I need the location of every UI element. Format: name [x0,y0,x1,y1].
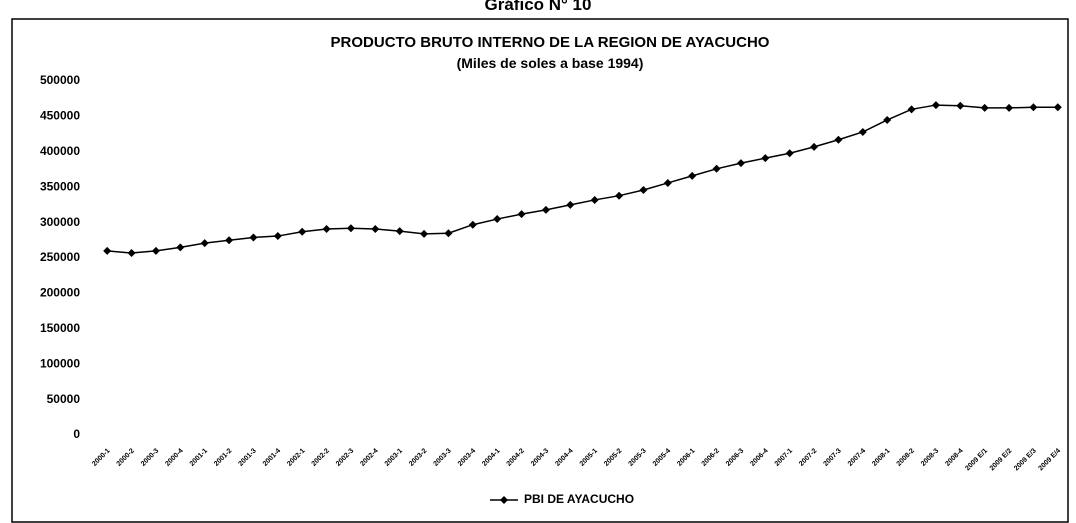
point [517,210,526,219]
x-tick-label: 2000-3 [140,447,160,467]
y-tick-label: 400000 [40,144,80,158]
x-tick-label: 2009 E/2 [989,447,1014,472]
x-tick-label: 2008-1 [871,447,891,467]
x-tick-label: 2001-1 [189,447,209,467]
point [615,191,624,200]
point [225,236,234,245]
point [176,243,185,252]
x-tick-label: 2003-3 [432,447,452,467]
x-tick-label: 2009 E/3 [1013,447,1038,472]
x-tick-label: 2006-3 [725,447,745,467]
x-tick-label: 2008-4 [944,447,964,467]
point [590,195,599,204]
x-tick-label: 2008-3 [920,447,940,467]
point [761,154,770,163]
point [1029,103,1038,112]
point [810,142,819,151]
point [444,229,453,238]
point [639,186,648,195]
chart-subtitle: (Miles de soles a base 1994) [457,55,644,71]
x-tick-label: 2007-1 [774,447,794,467]
point [151,246,160,255]
y-tick-label: 250000 [40,250,80,264]
x-tick-label: 2007-4 [847,447,867,467]
point [1053,103,1062,112]
legend-label: PBI DE AYACUCHO [524,492,634,506]
point [200,239,209,248]
x-tick-label: 2004-4 [554,447,574,467]
point [931,101,940,110]
point [663,178,672,187]
point [420,229,429,238]
x-tick-label: 2000-2 [116,447,136,467]
y-tick-label: 0 [73,427,80,441]
x-tick-label: 2007-2 [798,447,818,467]
y-tick-label: 200000 [40,286,80,300]
x-tick-label: 2001-2 [213,447,233,467]
point [712,164,721,173]
point [541,205,550,214]
chart-frame [11,18,1069,523]
point [493,215,502,224]
y-tick-label: 50000 [47,392,81,406]
point [468,220,477,229]
legend-marker [500,496,508,504]
x-tick-label: 2001-3 [237,447,257,467]
point [883,115,892,124]
point [907,105,916,114]
y-tick-label: 450000 [40,109,80,123]
x-tick-label: 2008-2 [896,447,916,467]
x-tick-label: 2006-1 [676,447,696,467]
point [858,127,867,136]
point [736,159,745,168]
x-tick-label: 2007-3 [822,447,842,467]
x-tick-label: 2006-2 [701,447,721,467]
point [688,171,697,180]
point [298,227,307,236]
chart-title: PRODUCTO BRUTO INTERNO DE LA REGION DE A… [331,34,770,51]
x-tick-label: 2004-2 [506,447,526,467]
y-tick-label: 300000 [40,215,80,229]
point [103,246,112,255]
x-tick-label: 2005-4 [652,447,672,467]
x-tick-label: 2005-2 [603,447,623,467]
x-tick-label: 2000-4 [164,447,184,467]
y-tick-label: 350000 [40,179,80,193]
point [956,101,965,110]
point [273,232,282,241]
x-tick-label: 2006-4 [749,447,769,467]
point [346,224,355,233]
point [127,249,136,258]
y-tick-label: 100000 [40,356,80,370]
x-tick-label: 2002-1 [286,447,306,467]
point [249,233,258,242]
x-tick-label: 2005-1 [579,447,599,467]
x-tick-label: 2004-1 [481,447,501,467]
x-tick-label: 2009 E/1 [964,447,989,472]
x-tick-label: 2009 E/4 [1037,447,1062,472]
x-tick-label: 2005-3 [627,447,647,467]
y-tick-label: 150000 [40,321,80,335]
point [395,227,404,236]
x-tick-label: 2000-1 [91,447,111,467]
y-tick-label: 500000 [40,73,80,87]
point [980,103,989,112]
x-tick-label: 2002-3 [335,447,355,467]
x-tick-label: 2003-4 [457,447,477,467]
x-tick-label: 2002-4 [359,447,379,467]
point [1005,103,1014,112]
point [371,224,380,233]
x-tick-label: 2003-1 [384,447,404,467]
x-tick-label: 2003-2 [408,447,428,467]
point [834,135,843,144]
point [785,149,794,158]
series-line [107,104,1058,254]
x-tick-label: 2004-3 [530,447,550,467]
figure-label: Gráfico N° 10 [485,0,592,14]
point [566,200,575,209]
point [322,224,331,233]
x-tick-label: 2002-2 [311,447,331,467]
x-tick-label: 2001-4 [262,447,282,467]
